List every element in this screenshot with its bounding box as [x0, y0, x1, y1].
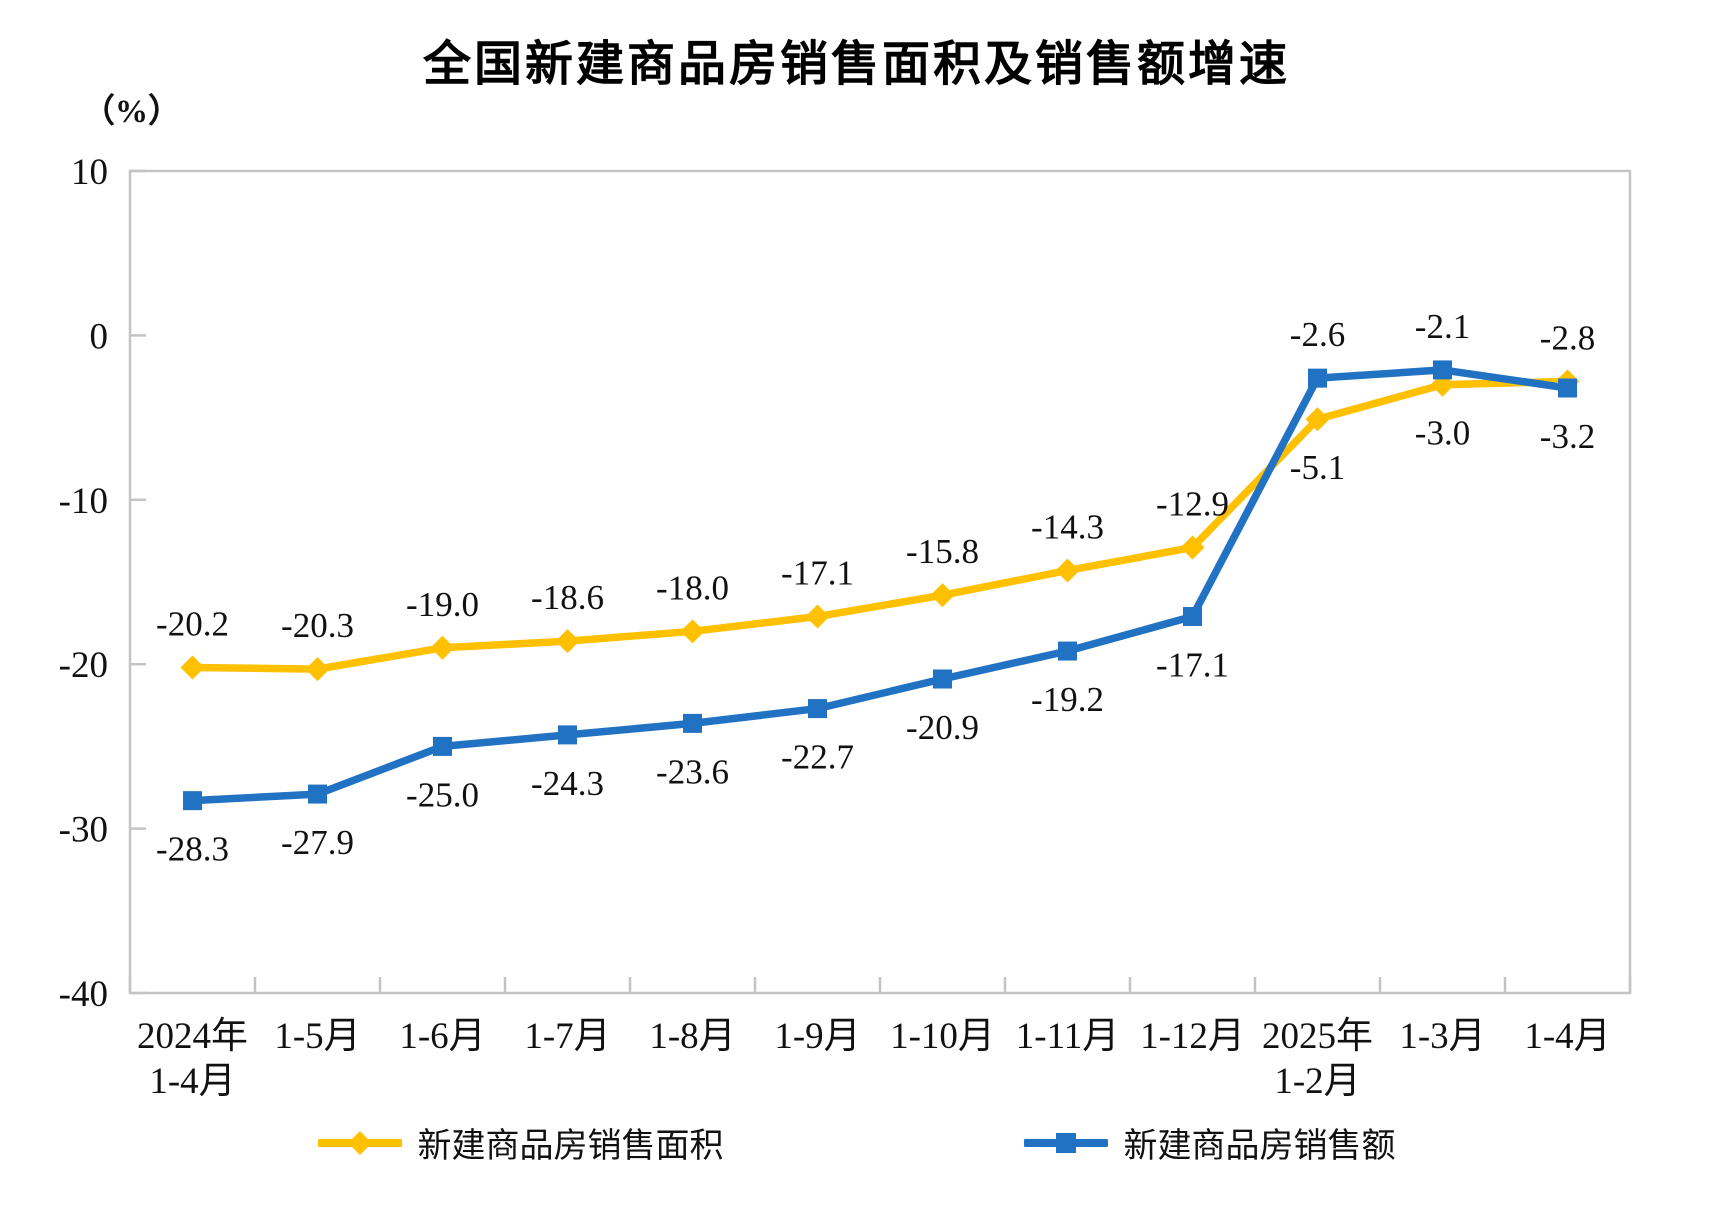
data-point-diamond-icon	[930, 583, 955, 608]
data-point-square-icon	[683, 713, 702, 733]
y-axis-unit-label: （%）	[82, 94, 181, 130]
legend-square-icon	[1055, 1132, 1076, 1153]
data-label: -24.3	[531, 764, 604, 803]
data-label: -3.2	[1540, 417, 1595, 456]
x-axis-category-label: 1-7月	[524, 1016, 610, 1057]
y-axis-tick-label: 10	[71, 152, 108, 193]
legend-item-sales-area: 新建商品房销售面积	[315, 1118, 724, 1167]
legend-label-sales-value: 新建商品房销售额	[1123, 1128, 1396, 1165]
sales-value-series-swatch-icon	[1021, 1129, 1110, 1157]
data-label: -28.3	[156, 830, 229, 869]
y-axis-tick-label: -40	[59, 974, 108, 1015]
sales-value-series-line	[188, 366, 1572, 805]
data-point-square-icon	[1183, 607, 1202, 627]
data-point-diamond-icon	[680, 619, 705, 644]
data-point-square-icon	[808, 699, 827, 719]
data-point-square-icon	[1308, 368, 1327, 388]
data-label: -20.3	[281, 606, 354, 645]
data-label: -2.6	[1290, 315, 1345, 354]
y-axis-tick-label: -30	[59, 810, 108, 851]
legend-diamond-icon	[347, 1130, 372, 1155]
data-point-diamond-icon	[180, 655, 205, 680]
data-point-diamond-icon	[1055, 558, 1080, 583]
data-label: -14.3	[1031, 507, 1104, 546]
data-point-diamond-icon	[555, 629, 580, 654]
x-axis-category-label: 1-4月	[1524, 1016, 1610, 1057]
x-axis-category-label: 1-11月	[1016, 1016, 1119, 1057]
plot-border	[128, 169, 1632, 995]
x-axis-category-label: 1-6月	[399, 1016, 485, 1057]
data-point-diamond-icon	[430, 635, 455, 660]
data-point-square-icon	[558, 725, 577, 745]
data-point-diamond-icon	[305, 657, 330, 682]
y-axis-tick-label: 0	[90, 316, 109, 357]
data-label: -19.0	[406, 585, 479, 624]
x-axis-category-label: 2025年	[1262, 1015, 1373, 1057]
x-axis-category-label: 1-9月	[774, 1016, 860, 1057]
x-axis-category-label: 1-3月	[1399, 1016, 1485, 1057]
legend-item-sales-value: 新建商品房销售额	[1021, 1118, 1396, 1167]
data-point-square-icon	[933, 669, 952, 689]
data-point-square-icon	[1558, 378, 1577, 398]
x-axis-category-label: 1-8月	[649, 1016, 735, 1057]
x-axis-category-label: 1-4月	[149, 1061, 235, 1102]
data-label: -27.9	[281, 823, 354, 862]
data-label: -5.1	[1290, 448, 1345, 487]
data-label: -19.2	[1031, 680, 1104, 719]
data-label: -18.0	[656, 568, 729, 607]
legend: 新建商品房销售面积 新建商品房销售额	[0, 1118, 1713, 1167]
legend-label-sales-area: 新建商品房销售面积	[417, 1128, 724, 1165]
x-axis-category-label: 1-10月	[890, 1016, 995, 1057]
data-label: -12.9	[1156, 484, 1229, 523]
data-label: -17.1	[1156, 646, 1229, 685]
data-label: -2.8	[1540, 318, 1595, 357]
y-axis-tick-label: -10	[59, 481, 108, 522]
data-label: -22.7	[781, 738, 854, 777]
sales-area-series-line	[188, 377, 1572, 673]
x-axis-category-label: 1-12月	[1140, 1016, 1245, 1057]
data-label: -20.2	[156, 604, 229, 643]
data-label: -25.0	[406, 775, 479, 814]
x-axis-category-label: 2024年	[137, 1015, 248, 1057]
data-point-square-icon	[433, 736, 452, 756]
x-axis-category-label: 1-2月	[1274, 1061, 1360, 1102]
data-point-diamond-icon	[1180, 535, 1205, 560]
sales-area-series-swatch-icon	[315, 1129, 404, 1157]
data-point-square-icon	[1058, 641, 1077, 661]
data-point-diamond-icon	[1305, 407, 1330, 432]
data-label: -23.6	[656, 752, 729, 791]
data-point-square-icon	[308, 784, 327, 804]
y-axis-tick-label: -20	[59, 645, 108, 686]
chart-title: 全国新建商品房销售面积及销售额增速	[422, 38, 1290, 91]
x-axis-category-label: 1-5月	[274, 1016, 360, 1057]
data-point-square-icon	[1433, 360, 1452, 380]
data-label: -2.1	[1415, 307, 1470, 346]
data-label: -18.6	[531, 578, 604, 617]
data-label: -20.9	[906, 708, 979, 747]
legend-swatch-svg	[1021, 1132, 1110, 1153]
data-point-square-icon	[183, 791, 202, 811]
data-label: -3.0	[1415, 414, 1470, 453]
data-point-diamond-icon	[805, 604, 830, 629]
data-label: -17.1	[781, 554, 854, 593]
legend-swatch-svg	[315, 1130, 404, 1155]
data-label: -15.8	[906, 532, 979, 571]
